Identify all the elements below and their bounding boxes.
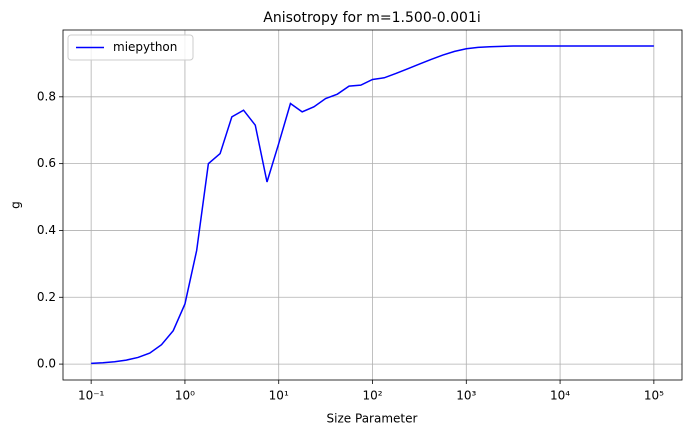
data-line — [91, 45, 654, 365]
x-tick-label: 10¹ — [269, 389, 289, 403]
x-axis-label: Size Parameter — [327, 412, 418, 426]
y-tick-label: 0.6 — [37, 156, 56, 170]
x-tick-label: 10⁻¹ — [78, 389, 105, 403]
y-tick-label: 0.4 — [37, 223, 56, 237]
x-tick-label: 10⁵ — [644, 389, 664, 403]
x-tick-label: 10⁴ — [550, 389, 570, 403]
y-axis-label: g — [9, 201, 23, 209]
y-tick-label: 0.0 — [37, 357, 56, 371]
legend-box — [67, 34, 194, 61]
x-tick-label: 10² — [362, 389, 382, 403]
chart-title: Anisotropy for m=1.500-0.001i — [263, 10, 481, 26]
x-tick-label: 10³ — [456, 389, 476, 403]
legend-label: miepython — [113, 40, 177, 54]
plot-frame — [62, 29, 683, 381]
x-tick-label: 10⁰ — [175, 389, 195, 403]
y-tick-label: 0.8 — [37, 89, 56, 103]
y-tick-label: 0.2 — [37, 290, 56, 304]
